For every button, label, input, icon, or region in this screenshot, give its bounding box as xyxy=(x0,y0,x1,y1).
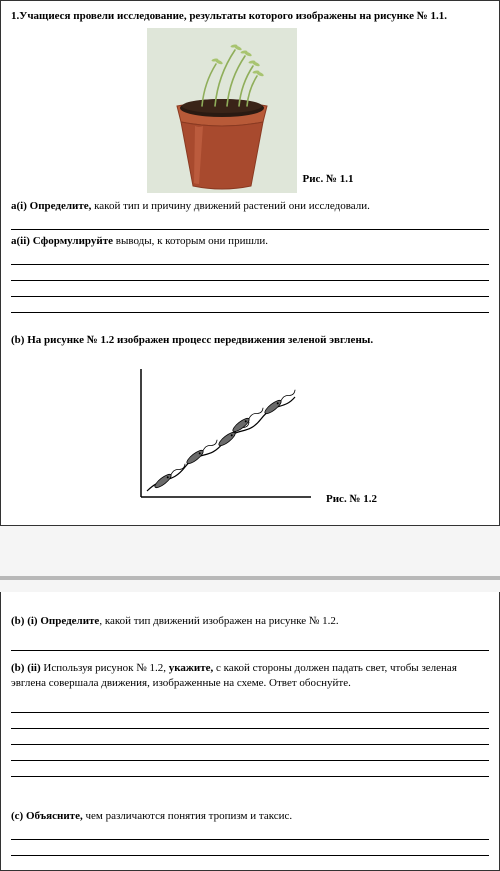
q1-a-ii-bold: а(ii) Сформулируйте xyxy=(11,235,113,247)
q1-a-ii: а(ii) Сформулируйте выводы, к которым он… xyxy=(11,234,489,249)
figure-1-2-euglena xyxy=(123,357,318,507)
q2-b-i: (b) (i) Определите, какой тип движений и… xyxy=(11,614,489,629)
q2-b-i-bold: (b) (i) Определите xyxy=(11,615,99,627)
figure-1-2-wrap: Рис. № 1.2 xyxy=(11,357,489,507)
answer-line xyxy=(11,699,489,713)
q2-c-rest: чем различаются понятия тропизм и таксис… xyxy=(83,810,292,822)
q1-a-ii-rest: выводы, к которым они пришли. xyxy=(113,235,268,247)
q2-c-bold: (с) Объясните, xyxy=(11,810,83,822)
q1-a-i: а(i) Определите, какой тип и причину дви… xyxy=(11,199,489,214)
q2-b-ii-bold-a: (b) (ii) xyxy=(11,662,41,674)
answer-line xyxy=(11,731,489,745)
q2-b-ii-plain-a: Используя рисунок № 1.2, xyxy=(41,662,169,674)
q2-b-i-rest: , какой тип движений изображен на рисунк… xyxy=(99,615,338,627)
figure-1-2-caption: Рис. № 1.2 xyxy=(326,493,377,507)
q2-b-ii: (b) (ii) Используя рисунок № 1.2, укажит… xyxy=(11,661,489,691)
q2-c-answers xyxy=(11,826,489,856)
q1-b-intro-bold: (b) На рисунке № 1.2 изображен процесс п… xyxy=(11,334,373,346)
answer-line xyxy=(11,216,489,230)
answer-line xyxy=(11,747,489,761)
q1-b-intro: (b) На рисунке № 1.2 изображен процесс п… xyxy=(11,333,489,348)
q1-a-i-rest: какой тип и причину движений растений он… xyxy=(91,200,369,212)
q2-c: (с) Объясните, чем различаются понятия т… xyxy=(11,809,489,824)
q1-a-ii-answers xyxy=(11,251,489,313)
worksheet-page-2-outer: (b) (i) Определите, какой тип движений и… xyxy=(0,576,500,870)
answer-line xyxy=(11,299,489,313)
worksheet-page-1: 1.Учащиеся провели исследование, результ… xyxy=(0,0,500,526)
worksheet-page-2: (b) (i) Определите, какой тип движений и… xyxy=(0,592,500,870)
figure-1-1-caption: Рис. № 1.1 xyxy=(303,173,354,193)
q2-b-ii-bold-b: укажите, xyxy=(169,662,214,674)
answer-line xyxy=(11,826,489,840)
answer-line xyxy=(11,715,489,729)
answer-line xyxy=(11,842,489,856)
answer-line xyxy=(11,637,489,651)
figure-1-1-plant-pot xyxy=(147,28,297,193)
q1-a-i-bold: а(i) Определите, xyxy=(11,200,91,212)
answer-line xyxy=(11,267,489,281)
figure-1-1-wrap: Рис. № 1.1 xyxy=(11,28,489,193)
q2-b-ii-answers xyxy=(11,699,489,777)
answer-line xyxy=(11,251,489,265)
q1-heading: 1.Учащиеся провели исследование, результ… xyxy=(11,9,489,24)
answer-line xyxy=(11,283,489,297)
answer-line xyxy=(11,763,489,777)
